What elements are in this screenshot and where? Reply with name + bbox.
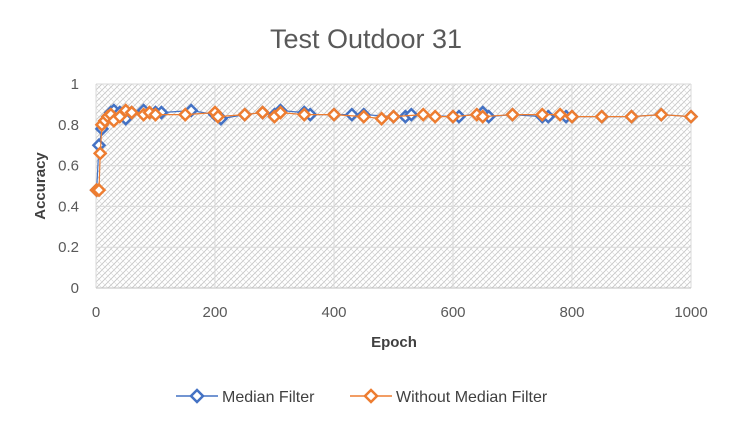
data-point-median-filter: [404, 107, 419, 122]
legend-marker-median-filter: [189, 388, 205, 404]
x-tick-label: 200: [202, 304, 227, 321]
legend: Median Filter Without Median Filter: [176, 388, 548, 406]
data-point-without-median-filter: [445, 109, 461, 124]
legend-item-median-filter: Median Filter: [176, 388, 315, 406]
y-tick-label: 0: [71, 280, 79, 297]
x-tick-label: 800: [559, 304, 584, 321]
data-point-without-median-filter: [683, 109, 699, 124]
data-point-without-median-filter: [653, 107, 669, 122]
data-point-without-median-filter: [475, 109, 491, 124]
y-tick-label: 0.4: [58, 198, 79, 215]
data-point-without-median-filter: [505, 107, 520, 122]
series-without-median-filter: [89, 103, 699, 198]
x-tick-label: 1000: [674, 304, 707, 321]
data-point-without-median-filter: [124, 105, 139, 120]
legend-marker-without-median-filter: [363, 388, 379, 404]
data-point-without-median-filter: [386, 109, 401, 124]
data-point-without-median-filter: [552, 107, 568, 122]
y-tick-label: 0.8: [58, 117, 79, 134]
legend-label-median-filter: Median Filter: [222, 389, 315, 406]
chart-title: Test Outdoor 31: [270, 24, 462, 54]
data-point-without-median-filter: [148, 107, 163, 122]
data-point-without-median-filter: [374, 111, 389, 126]
x-tick-labels: 0 200 400 600 800 1000: [92, 304, 708, 321]
data-point-without-median-filter: [624, 109, 639, 124]
data-point-without-median-filter: [296, 107, 312, 122]
y-tick-label: 0.2: [58, 239, 79, 256]
data-point-without-median-filter: [255, 105, 270, 120]
x-tick-label: 600: [440, 304, 465, 321]
x-tick-label: 0: [92, 304, 100, 321]
data-point-without-median-filter: [237, 107, 253, 122]
data-point-without-median-filter: [415, 107, 431, 122]
data-point-without-median-filter: [427, 109, 443, 124]
y-tick-label: 1: [71, 76, 79, 93]
data-point-median-filter: [344, 107, 360, 122]
data-point-without-median-filter: [326, 107, 342, 122]
x-axis-title: Epoch: [371, 334, 417, 351]
y-tick-label: 0.6: [58, 158, 79, 175]
data-point-without-median-filter: [564, 109, 580, 124]
x-tick-label: 400: [321, 304, 346, 321]
data-point-without-median-filter: [210, 109, 226, 124]
data-point-without-median-filter: [534, 107, 550, 122]
legend-label-without-median-filter: Without Median Filter: [396, 389, 548, 406]
data-point-without-median-filter: [92, 146, 108, 161]
y-axis-title: Accuracy: [32, 152, 49, 220]
series-layer: [89, 103, 699, 198]
legend-item-without-median-filter: Without Median Filter: [350, 388, 548, 406]
data-point-without-median-filter: [177, 107, 193, 122]
data-point-without-median-filter: [594, 109, 610, 124]
data-point-without-median-filter: [356, 109, 372, 124]
data-point-without-median-filter: [273, 105, 288, 120]
data-point-without-median-filter: [91, 182, 107, 198]
y-tick-labels: 0 0.2 0.4 0.6 0.8 1: [58, 76, 79, 297]
